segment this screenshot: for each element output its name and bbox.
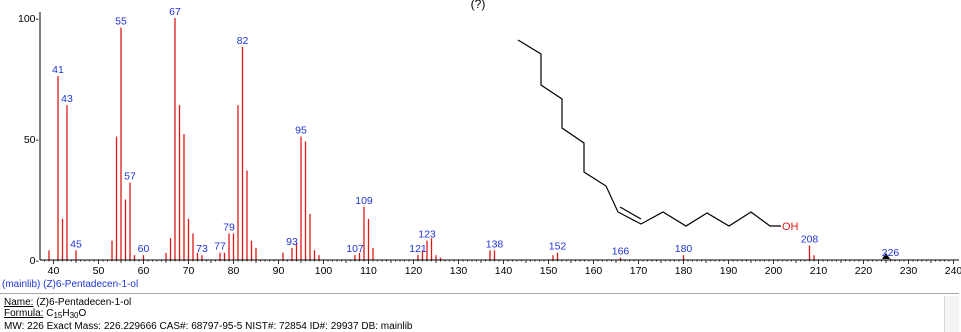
- y-tick-label: 100-: [18, 13, 40, 25]
- property-value: mainlib: [380, 321, 413, 332]
- peak-label: 95: [295, 125, 307, 137]
- peak-label: 79: [223, 221, 235, 233]
- molecule-skeleton: [517, 39, 781, 227]
- formula-key[interactable]: Formula:: [4, 308, 44, 319]
- formula-value: C15H30O: [46, 308, 87, 320]
- property-value: 226.229666: [103, 321, 157, 332]
- property-key: MW:: [4, 321, 25, 332]
- axes: 0- 50- 100- 40 50 60 70 80 90 100 110 120 130 140 150 1…: [18, 12, 961, 277]
- peak-label: 138: [486, 238, 504, 250]
- property-value: 72854: [279, 321, 307, 332]
- x-tick-label: 190: [720, 265, 738, 277]
- y-tick-label: 0-: [30, 255, 40, 267]
- property-key: CAS#:: [159, 321, 189, 332]
- panel-scrollbar[interactable]: [944, 296, 959, 332]
- x-tick-label: 50: [93, 265, 105, 277]
- x-tick-label: 170: [630, 265, 648, 277]
- property-value: 68797-95-5: [191, 321, 243, 332]
- x-tick-label: 60: [138, 265, 150, 277]
- peak-label: 109: [355, 195, 373, 207]
- peak-label: 93: [286, 236, 298, 248]
- peak-label: 57: [124, 171, 136, 183]
- peak-label: 226: [882, 247, 900, 259]
- peak-label: 60: [138, 243, 150, 255]
- x-tick-label: 210: [810, 265, 828, 277]
- x-tick-label: 70: [183, 265, 195, 277]
- peak-label: 45: [70, 238, 82, 250]
- peak-label: 180: [675, 243, 693, 255]
- chart-title-fragment: (?): [471, 0, 486, 11]
- x-tick-label: 100: [315, 265, 333, 277]
- hydroxyl-label: OH: [782, 221, 799, 233]
- x-tick-label: 230: [900, 265, 918, 277]
- x-tick-label: 180: [675, 265, 693, 277]
- x-tick-label: 220: [855, 265, 873, 277]
- name-key[interactable]: Name:: [4, 297, 34, 308]
- peak-series: [48, 18, 892, 260]
- peak-label: 208: [801, 233, 819, 245]
- name-line: Name: (Z)6-Pentadecen-1-ol: [4, 297, 131, 308]
- molecule-structure: OH: [517, 39, 799, 233]
- property-value: 29937: [330, 321, 359, 332]
- peak-label: 41: [52, 64, 64, 76]
- peak-label: 55: [115, 16, 127, 28]
- property-key: NIST#:: [245, 321, 277, 332]
- compound-info-panel: Name: (Z)6-Pentadecen-1-ol Formula: C15H…: [0, 293, 959, 332]
- peak-label: 67: [169, 6, 181, 18]
- peak-label: 82: [237, 35, 249, 47]
- property-key: ID#:: [309, 321, 328, 332]
- peak-label: 166: [612, 246, 630, 258]
- peak-label-group: 41 43 45 55 57 60 67 73 77 79 82 93 95 107 109 121 123 13…: [52, 6, 899, 259]
- x-tick-label: 240: [945, 265, 961, 277]
- x-tick-label: 120: [405, 265, 423, 277]
- peak-label: 77: [214, 241, 226, 253]
- x-tick-label: 200: [765, 265, 783, 277]
- peak-label: 121: [409, 243, 427, 255]
- x-tick-label: 90: [273, 265, 285, 277]
- peak-label: 107: [346, 243, 364, 255]
- x-tick-label: 130: [450, 265, 468, 277]
- x-tick-label: 110: [360, 265, 377, 277]
- source-caption: (mainlib) (Z)6-Pentadecen-1-ol: [2, 279, 139, 290]
- property-key: DB:: [361, 321, 379, 332]
- peak-label: 73: [196, 243, 208, 255]
- cis-double-bond: [619, 206, 642, 220]
- property-value: 226: [27, 321, 44, 332]
- x-tick-label: 150: [540, 265, 558, 277]
- peak-label: 123: [418, 229, 436, 241]
- formula-line: Formula: C15H30O: [4, 308, 86, 320]
- peak-label: 43: [61, 93, 73, 105]
- peak-label: 152: [549, 241, 567, 253]
- x-tick-label: 160: [585, 265, 603, 277]
- properties-line: MW: 226 Exact Mass: 226.229666 CAS#: 687…: [4, 321, 412, 332]
- y-tick-label: 50-: [24, 134, 40, 146]
- x-tick-label: 80: [228, 265, 240, 277]
- x-tick-label: 40: [48, 265, 60, 277]
- molecular-ion-marker: [882, 253, 890, 259]
- property-key: Exact Mass:: [46, 321, 102, 332]
- x-tick-label: 140: [495, 265, 513, 277]
- name-value: (Z)6-Pentadecen-1-ol: [36, 297, 132, 308]
